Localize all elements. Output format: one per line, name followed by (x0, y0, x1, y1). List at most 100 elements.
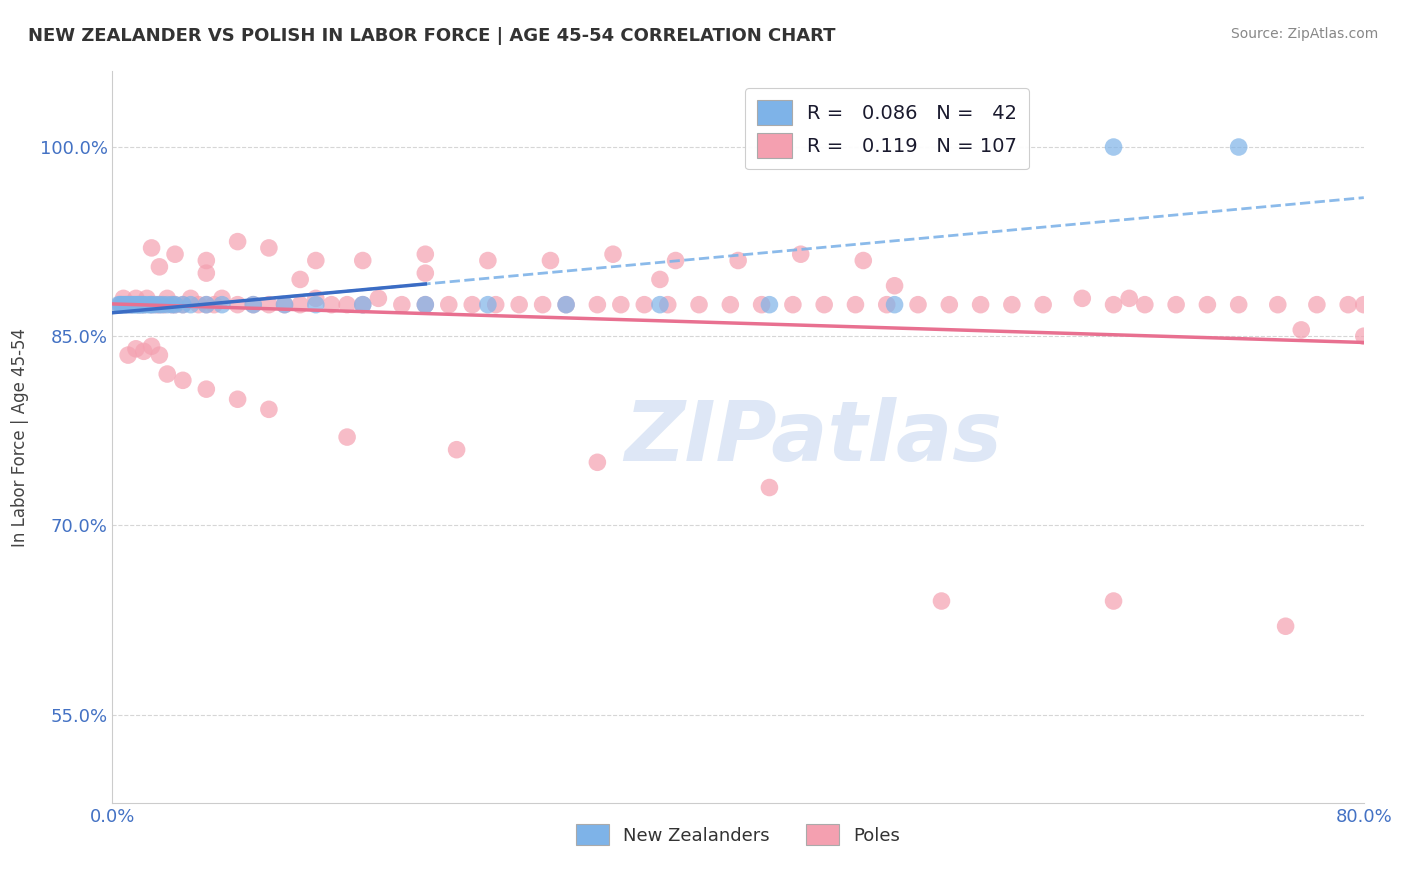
Point (141, 241, 163, 255)
Point (751, 298, 773, 312)
Point (180, 298, 202, 312)
Point (336, 298, 359, 312)
Point (437, 298, 460, 312)
Point (1102, 594, 1125, 608)
Point (141, 339, 163, 353)
Point (257, 402, 280, 417)
Point (163, 298, 186, 312)
Point (156, 291, 179, 305)
Point (610, 298, 633, 312)
Point (115, 298, 138, 312)
Point (1071, 291, 1094, 305)
Point (112, 298, 135, 312)
Point (131, 298, 153, 312)
Point (124, 298, 146, 312)
Point (1102, 140, 1125, 154)
Point (242, 298, 264, 312)
Point (172, 298, 194, 312)
Point (211, 298, 233, 312)
Point (931, 594, 953, 608)
Point (461, 298, 484, 312)
Point (876, 298, 898, 312)
Point (1227, 298, 1250, 312)
Point (477, 298, 499, 312)
Point (107, 298, 129, 312)
Point (125, 291, 148, 305)
Point (352, 298, 374, 312)
Point (1197, 298, 1219, 312)
Point (148, 260, 170, 274)
Point (1306, 298, 1329, 312)
Point (290, 272, 312, 286)
Point (305, 291, 328, 305)
Text: NEW ZEALANDER VS POLISH IN LABOR FORCE | AGE 45-54 CORRELATION CHART: NEW ZEALANDER VS POLISH IN LABOR FORCE |… (28, 27, 835, 45)
Point (531, 298, 554, 312)
Point (508, 298, 530, 312)
Point (135, 291, 157, 305)
Point (128, 298, 150, 312)
Point (969, 298, 991, 312)
Point (195, 266, 218, 280)
Point (1337, 298, 1360, 312)
Point (813, 298, 835, 312)
Point (782, 298, 804, 312)
Point (226, 392, 249, 407)
Point (187, 298, 209, 312)
Point (415, 266, 437, 280)
Point (648, 298, 671, 312)
Point (586, 298, 609, 312)
Point (202, 298, 225, 312)
Point (415, 247, 437, 261)
Point (211, 291, 233, 305)
Point (336, 430, 359, 444)
Point (118, 298, 141, 312)
Point (273, 298, 295, 312)
Point (790, 247, 813, 261)
Point (602, 247, 624, 261)
Point (1353, 329, 1375, 343)
Point (415, 298, 437, 312)
Point (128, 298, 150, 312)
Point (120, 298, 142, 312)
Point (446, 442, 468, 457)
Point (305, 253, 328, 268)
Point (305, 298, 328, 312)
Point (180, 291, 202, 305)
Point (758, 298, 780, 312)
Point (195, 382, 218, 396)
Point (415, 298, 437, 312)
Point (132, 344, 155, 359)
Point (226, 235, 249, 249)
Point (352, 253, 374, 268)
Point (139, 298, 162, 312)
Point (391, 298, 413, 312)
Point (148, 298, 170, 312)
Point (111, 298, 134, 312)
Point (1001, 298, 1024, 312)
Point (117, 348, 139, 362)
Point (664, 253, 686, 268)
Point (132, 298, 155, 312)
Point (172, 298, 194, 312)
Point (1353, 298, 1375, 312)
Text: Source: ZipAtlas.com: Source: ZipAtlas.com (1230, 27, 1378, 41)
Point (242, 298, 264, 312)
Point (938, 298, 960, 312)
Point (143, 298, 166, 312)
Point (125, 342, 148, 356)
Point (117, 298, 139, 312)
Point (110, 298, 132, 312)
Point (156, 367, 179, 381)
Point (367, 291, 389, 305)
Point (1032, 298, 1054, 312)
Point (657, 298, 679, 312)
Legend: New Zealanders, Poles: New Zealanders, Poles (569, 817, 907, 852)
Point (273, 298, 295, 312)
Point (163, 298, 186, 312)
Point (141, 298, 163, 312)
Point (718, 298, 741, 312)
Point (125, 298, 148, 312)
Point (540, 253, 562, 268)
Point (115, 298, 138, 312)
Point (586, 455, 609, 469)
